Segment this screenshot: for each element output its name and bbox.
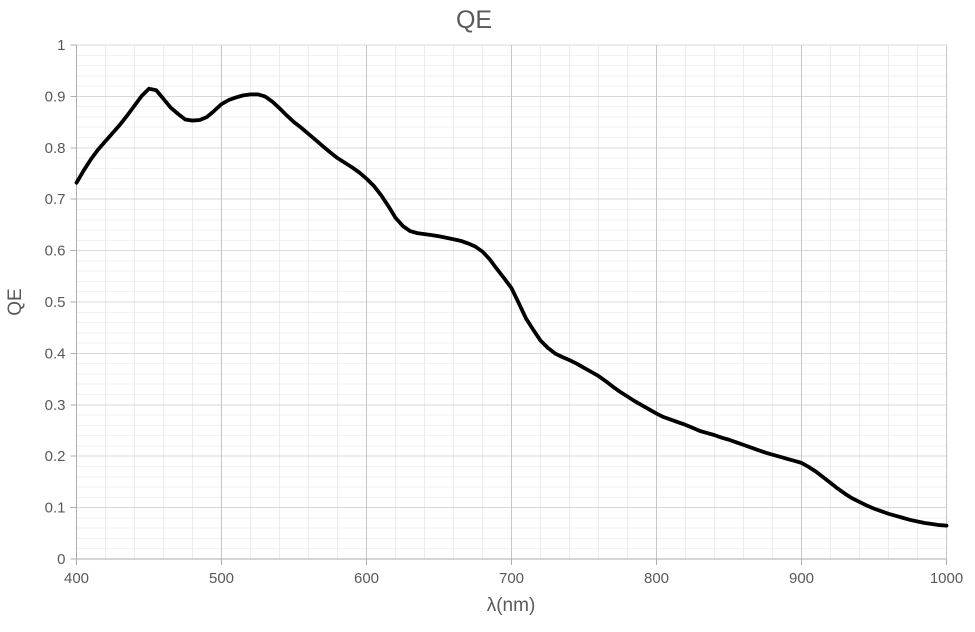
y-tick-label: 0.4	[45, 345, 66, 362]
y-tick-labels: 0 0.1 0.2 0.3 0.4 0.5 0.6 0.7 0.8 0.9 1	[45, 37, 66, 568]
x-tick-label: 800	[644, 570, 669, 587]
y-tick-label: 0.3	[45, 397, 66, 414]
y-tick-label: 0.1	[45, 500, 66, 517]
qe-curve-line	[74, 86, 949, 528]
y-tick-label: 0	[57, 551, 65, 568]
y-tick-label: 0.2	[45, 448, 66, 465]
x-tick-label: 600	[354, 570, 379, 587]
x-tick-label: 400	[64, 570, 89, 587]
x-tick-label: 900	[789, 570, 814, 587]
x-tick-label: 1000	[930, 570, 963, 587]
y-tick-label: 1	[57, 37, 65, 54]
axis-ticks	[70, 44, 947, 565]
qe-curve	[74, 86, 949, 528]
x-tick-labels: 400 500 600 700 800 900 1000	[64, 570, 963, 587]
x-tick-label: 700	[499, 570, 524, 587]
y-tick-label: 0.9	[45, 88, 66, 105]
x-tick-label: 500	[209, 570, 234, 587]
major-gridlines	[76, 44, 947, 560]
x-axis-title: λ(nm)	[487, 595, 536, 616]
y-tick-label: 0.5	[45, 294, 66, 311]
y-tick-label: 0.6	[45, 243, 66, 260]
y-axis-title: QE	[5, 288, 26, 315]
y-tick-label: 0.7	[45, 191, 66, 208]
chart-title: QE	[456, 6, 492, 34]
y-tick-label: 0.8	[45, 140, 66, 157]
